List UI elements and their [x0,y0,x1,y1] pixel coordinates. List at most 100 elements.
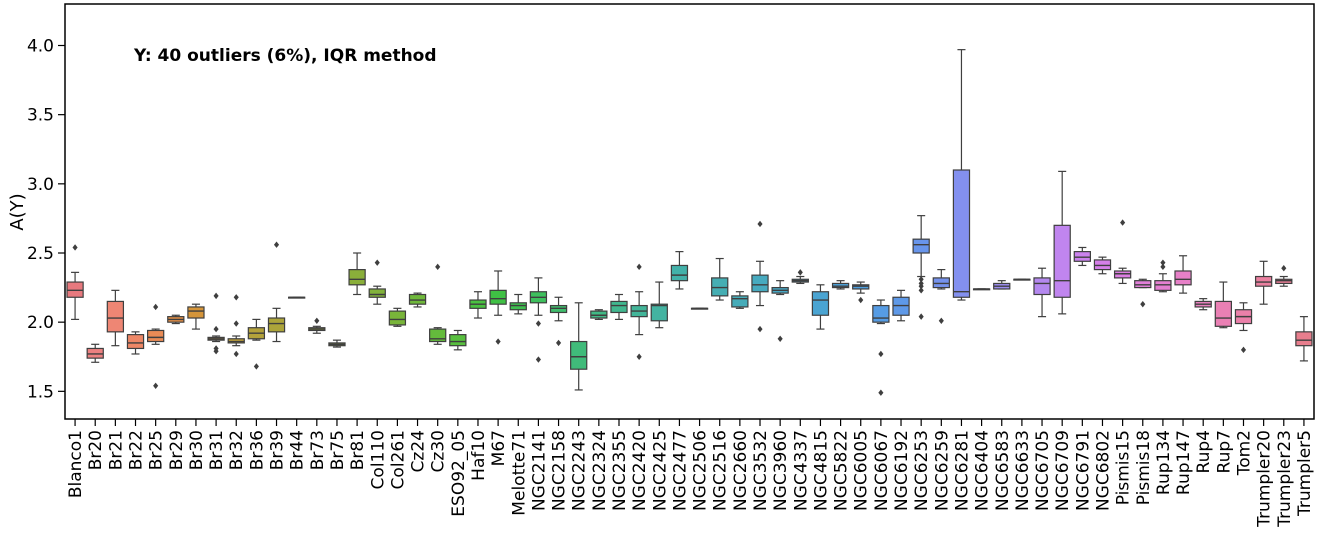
outlier-point [314,317,320,324]
box-NGC2425 [650,281,668,329]
x-tick-label: NGC2516 [711,430,731,511]
box-Br22 [126,331,145,355]
x-tick-label: NGC2420 [630,430,650,511]
box-NGC6192 [892,289,910,322]
iqr-box [1033,277,1051,296]
outlier-point [213,325,219,333]
outlier-point [555,339,562,347]
x-tick-label: NGC6281 [952,430,972,511]
x-tick-label: Trumpler5 [1295,430,1315,517]
box-M67 [489,270,507,345]
iqr-box [570,340,588,370]
x-tick-label: NGC2243 [570,430,590,511]
box-Br36 [247,318,266,370]
x-tick-label: Br73 [308,430,328,470]
box-Pismis15 [1113,219,1132,285]
box-NGC2158 [549,296,568,347]
iqr-box [146,329,165,343]
x-tick-label: Trumpler23 [1275,430,1295,528]
box-Rup134 [1154,259,1172,293]
box-NGC6633 [1013,278,1031,281]
x-tick-label: Br39 [268,430,288,470]
boxes-layer [66,49,1313,396]
iqr-box [811,291,830,316]
x-tick-label: Br20 [86,430,106,470]
box-NGC6583 [993,280,1011,290]
x-tick-label: Br21 [106,430,126,470]
outlier-point [1140,300,1146,308]
x-tick-label: NGC2506 [691,430,711,511]
outlier-point [636,263,642,271]
iqr-box [429,328,447,343]
x-tick-label: NGC6791 [1073,430,1093,511]
box-Br30 [187,303,205,330]
box-Br75 [328,339,346,348]
box-Rup7 [1214,281,1233,329]
outlier-point [495,338,501,345]
outlier-point [636,353,642,360]
box-NGC6802 [1093,256,1112,275]
box-ESO92_05 [449,329,467,351]
outlier-point [1240,346,1247,354]
plot-frame [64,3,1315,420]
box-Col261 [388,307,407,327]
x-tick-label: NGC3532 [751,430,771,511]
x-tick-label: NGC6067 [872,430,892,511]
box-Blanco1 [66,244,84,320]
x-tick-label: NGC2477 [670,430,690,511]
iqr-box [1214,300,1233,327]
x-tick-label: NGC6404 [973,430,993,511]
box-Trumpler5 [1295,316,1313,362]
x-tick-label: NGC6802 [1093,430,1113,511]
box-Haf10 [469,291,487,319]
x-tick-label: NGC6253 [912,430,932,511]
y-tick-label: 4.0 [27,37,54,57]
iqr-box [731,295,749,308]
x-tick-label: NGC3960 [771,430,791,511]
outlier-point [233,350,239,358]
outlier-point [535,320,541,327]
y-axis: 1.5 2.0 2.5 3.0 3.5 4.0 [27,37,65,402]
outlier-point [435,263,441,271]
x-tick-label: Br22 [127,430,147,470]
box-NGC6281 [952,49,971,301]
box-Br44 [288,296,306,299]
y-axis-label: A(Y) [7,193,28,230]
iqr-box [670,264,689,282]
box-NGC6005 [852,281,870,304]
box-Br81 [348,252,366,296]
x-tick-label: Tom2 [1234,430,1254,476]
box-Trumpler20 [1254,260,1273,305]
y-tick-label: 3.5 [27,106,54,126]
box-NGC2141 [529,277,548,363]
x-tick-label: Rup134 [1154,430,1174,495]
box-NGC2355 [610,293,628,320]
iqr-box [912,238,930,254]
box-Br31 [207,292,225,355]
box-Br29 [167,314,185,325]
box-Cz24 [408,292,427,308]
x-tick-label: Haf10 [469,430,489,481]
outlier-point [153,382,159,389]
iqr-box [1295,331,1313,347]
outlier-point [757,325,763,333]
box-NGC6709 [1053,170,1071,315]
outlier-point [153,303,159,311]
iqr-box [952,169,971,298]
outlier-point [858,296,864,304]
outlier-point [938,317,944,324]
x-tick-label: Br29 [167,430,187,470]
box-NGC4815 [811,284,830,330]
box-NGC2243 [570,302,588,391]
box-Cz30 [429,263,447,345]
y-tick-label: 1.5 [27,382,54,402]
box-NGC6253 [912,215,930,320]
box-NGC6791 [1073,246,1091,267]
iqr-box [449,334,467,347]
box-Br32 [227,294,245,358]
x-tick-label: NGC2158 [550,430,570,511]
x-tick-label: Br36 [247,430,267,470]
box-NGC2516 [711,257,729,301]
iqr-box [650,303,668,322]
outlier-point [797,269,803,276]
